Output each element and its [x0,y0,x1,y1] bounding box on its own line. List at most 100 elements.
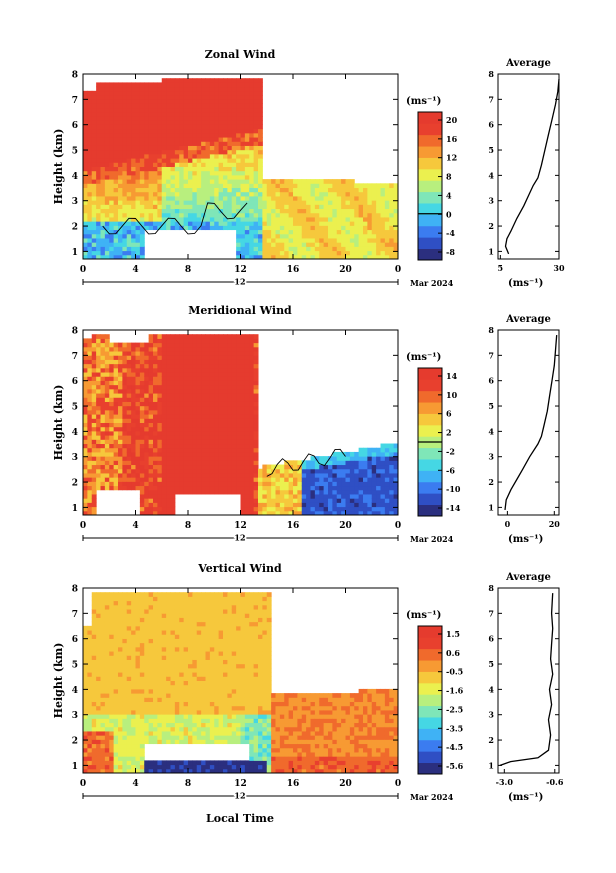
heatmap-cell [109,237,115,243]
heatmap-cell [109,460,115,466]
heatmap-cell [153,338,158,344]
heatmap-cell [118,380,123,386]
heatmap-cell [100,609,106,614]
heatmap-cell [240,418,246,423]
heatmap-cell [113,409,119,415]
heatmap-cell [231,216,237,222]
heatmap-cell [135,409,141,415]
heatmap-cell [236,355,242,360]
heatmap-cell [126,195,132,201]
heatmap-cell [139,166,145,172]
heatmap-cell [148,179,154,184]
heatmap-cell [196,355,202,360]
heatmap-cell [153,183,158,189]
heatmap-cell [179,367,185,373]
heatmap-cell [384,485,390,491]
heatmap-cell [192,443,198,449]
heatmap-cell [118,254,123,260]
heatmap-cell [244,418,250,423]
heatmap-cell [170,208,176,214]
heatmap-cell [144,166,150,172]
heatmap-cell [122,380,128,386]
heatmap-cell [249,447,255,453]
heatmap-cell [223,451,228,457]
heatmap-cell [96,397,102,402]
heatmap-cell [153,447,158,453]
heatmap-cell [96,191,102,197]
heatmap-cell [91,250,97,256]
heatmap-cell [279,481,285,487]
heatmap-cell [249,124,255,130]
heatmap-cell [240,216,246,222]
heatmap-cell [214,346,220,352]
heatmap-cell [371,502,377,508]
heatmap-cell [389,510,395,516]
heatmap-cell [131,477,137,482]
heatmap-cell [83,216,88,222]
heatmap-cell [244,221,250,226]
heatmap-cell [148,204,154,210]
heatmap-cell [358,485,364,491]
heatmap-cell [196,338,202,344]
heatmap-cell [253,225,259,231]
heatmap-cell [118,107,123,113]
heatmap-cell [183,351,189,356]
heatmap-cell [100,82,106,88]
heatmap-cell [179,116,185,121]
heatmap-cell [240,351,246,356]
colorbar-tick-label: -4 [446,228,455,238]
heatmap-cell [223,376,228,381]
heatmap-cell [118,464,123,470]
heatmap-cell [332,191,338,197]
heatmap-cell [293,468,298,474]
heatmap-cell [218,166,224,172]
heatmap-cell [314,472,320,478]
heatmap-cell [227,342,233,348]
heatmap-cell [314,204,320,210]
heatmap-cell [275,195,281,201]
heatmap-cell [284,191,290,197]
colorbar-swatch [418,203,442,215]
heatmap-cell [240,338,246,344]
heatmap-cell [139,191,145,197]
heatmap-cell [196,212,202,218]
heatmap-cell [231,195,237,201]
heatmap-cell [218,342,224,348]
heatmap-cell [236,384,242,390]
heatmap-cell [122,426,128,432]
heatmap-cell [249,359,255,365]
heatmap-cell [109,90,115,96]
heatmap-cell [174,346,180,352]
heatmap-cell [113,116,119,121]
heatmap-cell [218,418,224,423]
heatmap-cell [104,760,110,766]
heatmap-cell [319,187,325,193]
heatmap-cell [306,183,312,189]
heatmap-cell [196,489,202,495]
heatmap-cell [201,166,207,172]
heatmap-cell [249,170,255,176]
panel-title: Meridional Wind [188,304,292,317]
heatmap-cell [223,435,228,440]
heatmap-cell [227,443,233,449]
heatmap-cell [179,99,185,104]
heatmap-cell [113,667,119,673]
heatmap-cell [170,510,176,516]
heatmap-cell [91,705,97,711]
heatmap-cell [161,447,167,453]
heatmap-cell [126,187,132,193]
heatmap-cell [109,638,115,644]
heatmap-cell [188,443,193,449]
heatmap-cell [122,659,128,665]
heatmap-cell [139,221,145,226]
heatmap-cell [279,195,285,201]
heatmap-cell [83,472,88,478]
heatmap-cell [223,464,228,470]
heatmap-cell [262,481,268,487]
heatmap-cell [87,489,93,495]
heatmap-cell [323,250,329,256]
heatmap-cell [91,254,97,260]
heatmap-cell [174,393,180,398]
heatmap-cell [275,246,281,252]
heatmap-cell [166,405,172,411]
